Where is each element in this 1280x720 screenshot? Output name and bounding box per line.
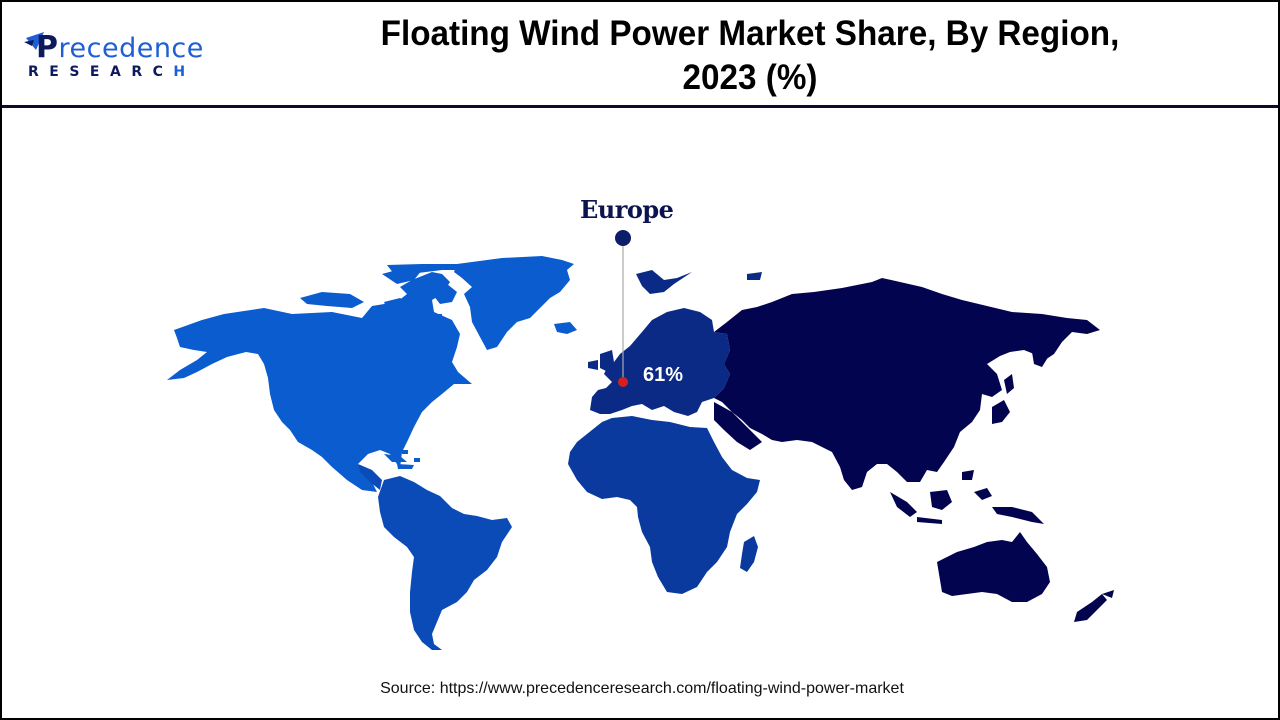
logo-sub-last: H (173, 64, 196, 80)
region-africa (568, 416, 760, 594)
callout-region-label: Europe (580, 195, 674, 224)
region-europe (588, 270, 762, 416)
world-map (167, 230, 1114, 650)
header: Precedence RESEARCH Floating Wind Power … (2, 2, 1278, 108)
callout-anchor-dot (615, 230, 631, 246)
logo-subtitle: RESEARCH (28, 64, 196, 80)
region-latin-america (358, 464, 512, 650)
callout-share-value: 61% (643, 364, 684, 386)
title-line-2: 2023 (%) (682, 58, 818, 97)
precedence-research-logo: Precedence RESEARCH (24, 30, 224, 86)
logo-initial: P (36, 30, 59, 65)
logo-rest: recedence (58, 33, 204, 64)
region-asia-pacific (714, 278, 1114, 622)
source-citation: Source: https://www.precedenceresearch.c… (380, 680, 904, 697)
europe-location-marker (618, 377, 628, 387)
logo-wordmark: Precedence (36, 30, 204, 65)
title-line-1: Floating Wind Power Market Share, By Reg… (380, 14, 1120, 53)
logo-arrow-icon (24, 32, 44, 50)
region-north-america (167, 256, 577, 492)
logo-sub-main: RESEARC (28, 64, 174, 80)
chart-title: Floating Wind Power Market Share, By Reg… (275, 12, 1225, 100)
